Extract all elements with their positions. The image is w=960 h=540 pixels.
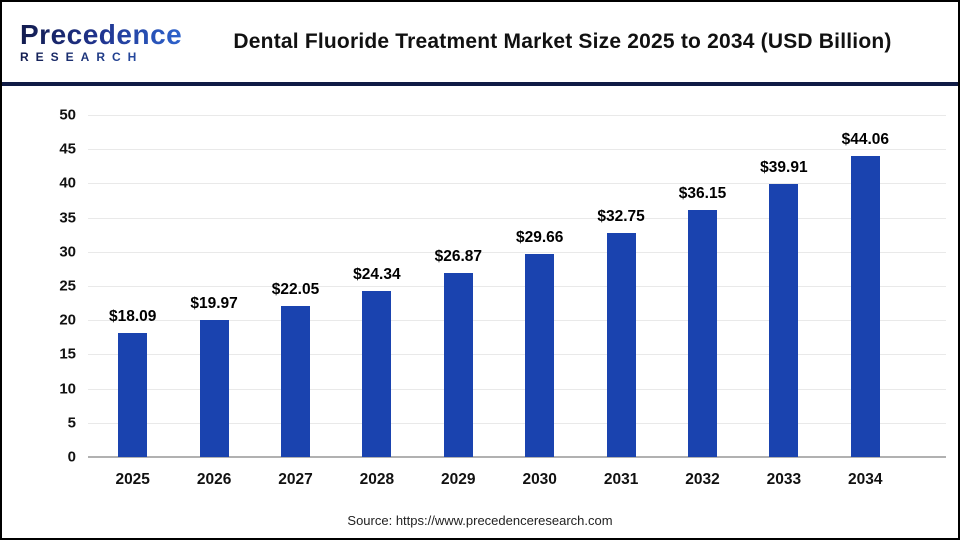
y-axis-label: 5 — [67, 414, 76, 432]
bar-value-label: $29.66 — [515, 229, 564, 247]
gridline — [88, 286, 946, 287]
precedence-research-logo: Precedence RESEARCH — [2, 19, 197, 64]
y-axis-label: 35 — [59, 209, 76, 227]
bar — [850, 155, 880, 457]
gridline — [88, 183, 946, 185]
gridline — [88, 251, 946, 253]
bar-value-label: $22.05 — [271, 281, 320, 299]
bar-value-label: $18.09 — [108, 308, 157, 326]
x-axis-label: 2028 — [359, 471, 395, 488]
page-title: Dental Fluoride Treatment Market Size 20… — [233, 30, 892, 53]
bar-value-label: $39.91 — [760, 159, 808, 176]
y-axis-label: 25 — [59, 277, 76, 295]
bar — [525, 254, 555, 457]
gridline — [88, 354, 946, 356]
y-axis-label: 45 — [59, 140, 76, 158]
bar — [769, 184, 799, 457]
bar — [606, 232, 636, 457]
bar-value-label: $19.97 — [190, 295, 238, 313]
x-axis-label: 2026 — [196, 471, 232, 488]
chart: 0 5 10 15 20 25 30 35 40 45 50 $18.09 2025 $19.97 2026… — [2, 90, 958, 538]
x-axis-label: 2032 — [685, 471, 720, 488]
bar-value-label: $36.15 — [678, 184, 727, 202]
x-axis-label: 2031 — [603, 471, 639, 488]
y-axis-label: 40 — [59, 174, 76, 192]
y-axis-label: 10 — [59, 380, 76, 398]
gridline — [88, 149, 946, 151]
header: Precedence RESEARCH Dental Fluoride Trea… — [2, 2, 958, 86]
y-axis-label: 50 — [59, 106, 76, 124]
gridline — [88, 388, 946, 390]
gridline — [88, 217, 946, 219]
x-axis-label: 2033 — [766, 471, 802, 488]
y-axis-label: 0 — [67, 448, 76, 466]
y-axis-label: 15 — [59, 345, 76, 363]
bar — [199, 320, 229, 457]
y-axis-label: 30 — [59, 243, 76, 261]
x-axis-label: 2029 — [441, 471, 476, 488]
bar-value-label: $32.75 — [597, 207, 645, 225]
logo-subtext: RESEARCH — [20, 50, 197, 64]
bar — [362, 290, 392, 457]
y-axis-label: 20 — [59, 311, 76, 329]
x-axis-label: 2027 — [278, 471, 313, 488]
bar — [688, 209, 717, 457]
x-axis-label: 2034 — [848, 471, 883, 488]
source-text: Source: https://www.precedenceresearch.c… — [347, 513, 613, 528]
x-axis-line — [88, 456, 946, 458]
x-axis-label: 2025 — [115, 471, 150, 488]
gridline — [88, 320, 946, 322]
title-area: Dental Fluoride Treatment Market Size 20… — [197, 30, 958, 54]
x-axis-label: 2030 — [522, 471, 557, 488]
gridline — [88, 422, 946, 424]
logo-wordmark: Precedence — [20, 19, 197, 49]
bar — [443, 273, 473, 457]
bar — [281, 306, 310, 457]
bar — [118, 333, 148, 457]
gridline — [88, 115, 946, 116]
bar-value-label: $24.34 — [353, 265, 401, 283]
bar-value-label: $44.06 — [841, 130, 890, 148]
bar-value-label: $26.87 — [434, 248, 483, 266]
